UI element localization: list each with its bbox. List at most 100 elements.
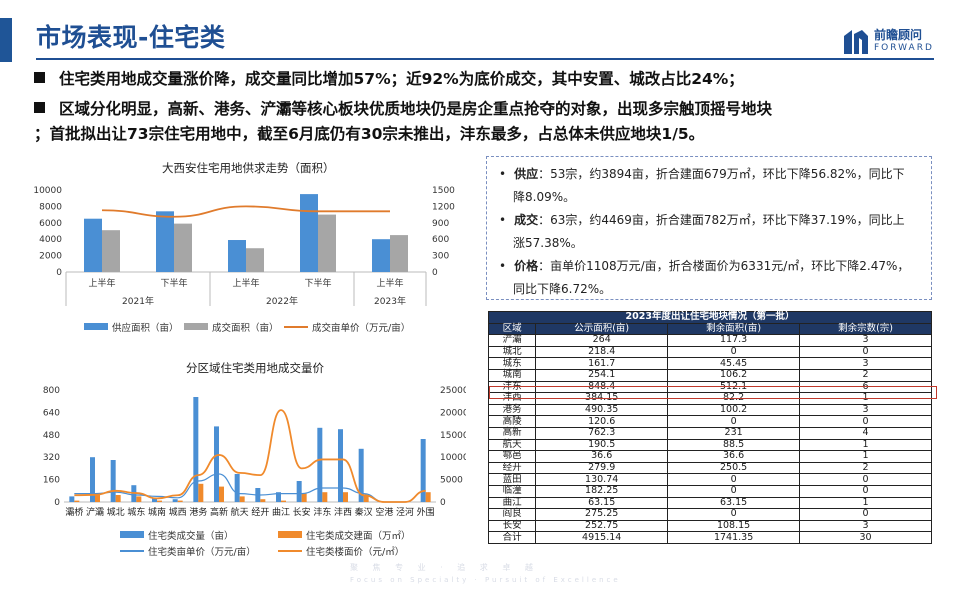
table-cell: 490.35 — [535, 403, 669, 417]
chart2-bar — [338, 429, 343, 502]
chart2-bar — [276, 492, 281, 502]
y-right-tick-label: 900 — [432, 219, 449, 229]
table-cell: 0 — [799, 473, 932, 486]
chart2-line — [74, 409, 426, 503]
chart2-bar — [343, 492, 348, 502]
chart2-title: 分区域住宅类用地成交量价 — [186, 361, 324, 375]
bullet-text: 区域分化明显，高新、港务、浐灞等核心板块优质地块仍是房企重点抢夺的对象，出现多宗… — [59, 100, 773, 118]
bullet-dot-icon: • — [499, 213, 507, 227]
chart1-bar — [246, 248, 264, 272]
chart2-bar — [219, 486, 224, 502]
y-right-tick-label: 25000 — [440, 386, 466, 396]
table-header: 剩余宗数(宗) — [799, 322, 932, 336]
x-tick-label: 高新 — [210, 506, 228, 518]
chart2-bar — [296, 481, 302, 502]
bullet-dot-icon: • — [499, 167, 507, 181]
summary-bullet-2-continued: ；首批拟出让73宗住宅用地中，截至6月底仍有30宗未推出，沣东最多，占总体未供应… — [34, 121, 704, 148]
x-tick-label: 沣东 — [313, 506, 331, 518]
legend-label: 住宅类楼面价（元/㎡） — [306, 546, 404, 558]
table-row: 经开 279.9 250.5 2 — [487, 461, 932, 475]
chart1-bar — [156, 211, 174, 272]
chart1-bar — [300, 194, 318, 272]
bullet-square-icon — [34, 102, 45, 113]
chart2-bar — [363, 495, 369, 502]
chart2-bar — [198, 483, 204, 502]
table-highlight-box — [489, 386, 937, 399]
table-cell: 0 — [667, 508, 801, 521]
bullet-text: 住宅类用地成交量涨价降，成交量同比增加57%；近92%为底价成交，其中安置、城改… — [59, 70, 744, 88]
y-right-tick-label: 1200 — [432, 202, 455, 212]
table-cell: 4 — [799, 426, 932, 440]
table-cell: 36.6 — [667, 450, 801, 463]
chart2-line — [74, 473, 426, 503]
company-logo: 前瞻顾问 FORWARD — [842, 26, 934, 58]
chart2-bar — [317, 427, 323, 502]
logo-en-text: FORWARD — [874, 43, 934, 53]
land-supply-table: 2023年度出让住宅地块情况（第一批） 区域 公示面积(亩) 剩余面积(亩) 剩… — [487, 311, 932, 544]
y-left-tick-label: 4000 — [39, 235, 62, 245]
table-row: 浐灞 264 117.3 3 — [487, 334, 932, 347]
deal-label: 成交 — [514, 213, 539, 227]
supply-line-cont: 降8.09%。 — [513, 186, 935, 209]
chart2-bar — [115, 495, 121, 502]
table-cell: 2 — [799, 461, 932, 475]
table-header-row: 区域 公示面积(亩) 剩余面积(亩) 剩余宗数(宗) — [487, 322, 932, 336]
chart2-bar — [110, 460, 116, 502]
table-cell: 161.7 — [535, 357, 669, 370]
table-cell: 106.2 — [667, 368, 801, 382]
x-tick-label: 港务 — [189, 506, 207, 518]
table-cell: 45.45 — [667, 357, 801, 370]
table-row: 长安 252.75 108.15 3 — [487, 519, 932, 533]
market-summary-box: • 供应：53宗，约3894亩，折合建面679万㎡，环比下降56.82%，同比下 … — [486, 156, 932, 300]
y-left-tick-label: 8000 — [39, 202, 62, 212]
table-cell: 高新 — [487, 426, 537, 440]
table-row: 高陵 120.6 0 0 — [487, 415, 932, 428]
x-tick-label: 上半年 — [376, 277, 403, 289]
deal-text: ：63宗，约4469亩，折合建面782万㎡，环比下降37.19%，同比上 — [538, 213, 905, 227]
chart2-bar — [420, 439, 426, 502]
table-header: 剩余面积(亩) — [667, 322, 801, 336]
table-cell: 190.5 — [535, 438, 669, 452]
year-group-label: 2021年 — [122, 295, 154, 307]
table-cell: 阎良 — [487, 508, 537, 521]
chart1-bar — [174, 223, 192, 272]
table-cell: 1 — [799, 450, 932, 463]
table-cell: 30 — [799, 531, 932, 544]
table-cell: 218.4 — [535, 345, 669, 359]
supply-text: ：53宗，约3894亩，折合建面679万㎡，环比下降56.82%，同比下 — [538, 167, 905, 181]
deal-text-cont: 涨57.38%。 — [513, 236, 583, 250]
chart2-bar — [260, 499, 266, 502]
table-cell: 0 — [799, 415, 932, 428]
y-right-tick-label: 5000 — [440, 476, 463, 486]
table-header: 公示面积(亩) — [535, 322, 669, 336]
y-left-tick-label: 640 — [43, 408, 60, 418]
x-tick-label: 外围 — [417, 506, 435, 518]
table-header: 区域 — [487, 322, 537, 336]
chart2-bar — [69, 496, 75, 502]
table-row: 城北 218.4 0 0 — [487, 345, 932, 359]
logo-mark-icon — [844, 30, 868, 54]
chart2-bar — [95, 495, 100, 502]
chart1-price-line — [101, 205, 390, 218]
chart2-bar — [157, 500, 162, 502]
table-cell: 0 — [667, 415, 801, 428]
y-right-tick-label: 0 — [440, 498, 446, 508]
table-row: 城东 161.7 45.45 3 — [487, 357, 932, 370]
district-deal-chart: 0 160 320 480 640 800 0 5000 10000 15000 20000 2500… — [43, 386, 466, 558]
chart2-bar — [322, 492, 328, 502]
table-row: 港务 490.35 100.2 3 — [487, 403, 932, 417]
legend-label: 住宅类成交量（亩） — [148, 530, 234, 542]
table-cell: 经开 — [487, 461, 537, 475]
chart2-bar — [136, 496, 142, 502]
y-left-tick-label: 0 — [54, 498, 60, 508]
summary-bullet-1: 住宅类用地成交量涨价降，成交量同比增加57%；近92%为底价成交，其中安置、城改… — [34, 66, 744, 93]
x-tick-label: 长安 — [293, 506, 311, 518]
table-cell: 117.3 — [667, 334, 801, 347]
year-group-label: 2022年 — [266, 295, 298, 307]
supply-line: • 供应：53宗，约3894亩，折合建面679万㎡，环比下降56.82%，同比下 — [499, 163, 921, 186]
x-tick-label: 下半年 — [160, 277, 187, 289]
supply-demand-chart: 0 2000 4000 6000 8000 10000 0 300 600 900 1200 1500… — [33, 186, 455, 334]
legend-label: 住宅类成交建面（万㎡） — [306, 530, 411, 542]
table-cell: 275.25 — [535, 508, 669, 521]
chart1-bar — [318, 214, 336, 272]
